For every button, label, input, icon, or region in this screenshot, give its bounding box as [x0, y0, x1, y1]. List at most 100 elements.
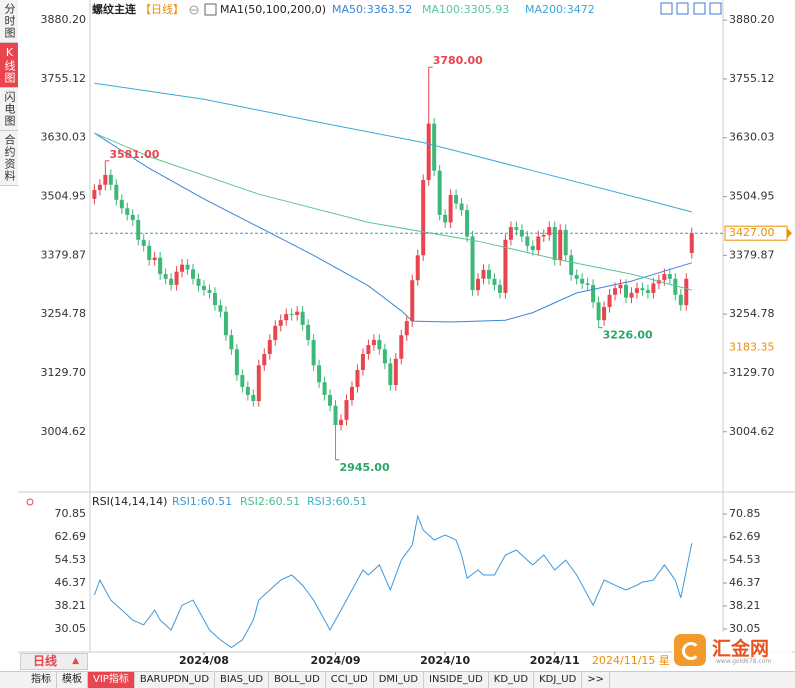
candle-body	[114, 184, 119, 200]
toolbar-tab[interactable]: CCI_UD	[326, 672, 374, 688]
toolbar-tab[interactable]: BOLL_UD	[269, 672, 326, 688]
ma-line	[94, 132, 692, 291]
sidebar: 分时图 K线图 闪电图 合约资料	[0, 0, 18, 215]
toolbar-tab[interactable]: 指标	[26, 672, 57, 688]
candle-body	[360, 354, 365, 370]
y-tick-label: 3630.03	[729, 131, 775, 144]
toolbar-tab[interactable]: INSIDE_UD	[424, 672, 489, 688]
settings-icon[interactable]	[26, 498, 34, 506]
candle-body	[470, 236, 475, 291]
toolbar-tab[interactable]: BARUPDN_UD	[135, 672, 216, 688]
toolbar-tab[interactable]: 模板	[57, 672, 88, 688]
candle-body	[443, 214, 448, 223]
candle-body	[678, 294, 683, 306]
candle-body	[158, 257, 163, 275]
y-tick-label: 54.53	[55, 553, 87, 566]
legend-entry: MA100:3305.93	[422, 3, 509, 16]
candle-body	[278, 320, 283, 326]
candle-body	[212, 292, 217, 306]
candle-body	[613, 288, 618, 295]
indicator-icon[interactable]	[204, 3, 217, 16]
candle-body	[684, 278, 689, 306]
candle-body	[465, 210, 470, 237]
candle-body	[377, 339, 382, 350]
candle-body	[393, 358, 398, 386]
window-icon[interactable]	[660, 2, 673, 15]
candle-body	[410, 280, 415, 322]
toolbar-tab[interactable]: VIP指标	[88, 672, 135, 688]
candle-body	[180, 264, 185, 272]
candle-body	[234, 349, 239, 376]
cursor-date: 2024/11/15 星	[592, 654, 670, 667]
candle-body	[640, 288, 645, 291]
legend-entry: RSI2:60.51	[240, 495, 300, 508]
legend-entry: RSI1:60.51	[172, 495, 232, 508]
candle-body	[552, 227, 557, 260]
candle-body	[103, 174, 108, 185]
dropdown-arrow: ▲	[72, 656, 79, 666]
candle-body	[421, 180, 426, 256]
candle-body	[382, 349, 387, 364]
x-tick-label: 2024/08	[179, 654, 229, 667]
candle-body	[623, 284, 628, 298]
candle-body	[662, 274, 667, 281]
candle-body	[245, 386, 250, 395]
candle-body	[201, 285, 206, 291]
candle-body	[317, 365, 322, 383]
last-price-marker	[787, 228, 792, 239]
candle-body	[262, 354, 267, 366]
window-icon[interactable]	[709, 2, 722, 15]
side-tab[interactable]: 合约资料	[0, 131, 18, 186]
candle-body	[399, 335, 404, 359]
candle-body	[333, 405, 338, 426]
side-tab[interactable]: 闪电图	[0, 88, 18, 131]
candle-body	[563, 229, 568, 256]
logo-name: 汇金网	[712, 638, 770, 660]
candle-body	[300, 311, 305, 325]
candle-body	[437, 170, 442, 215]
annotation: 2945.00	[340, 461, 390, 474]
candle-body	[185, 264, 190, 270]
toolbar-tab[interactable]: DMI_UD	[374, 672, 425, 688]
candle-body	[240, 375, 245, 387]
candle-body	[486, 269, 491, 279]
candle-body	[169, 278, 174, 285]
window-icon[interactable]	[693, 2, 706, 15]
last-price-label: 3427.00	[729, 226, 775, 239]
candle-body	[174, 271, 179, 285]
candle-body	[218, 305, 223, 312]
candle-body	[602, 307, 607, 321]
toolbar-tab[interactable]: BIAS_UD	[215, 672, 270, 688]
candle-body	[344, 400, 349, 420]
logo-url: www.gold678.com	[716, 658, 772, 665]
toolbar-tab[interactable]: >>	[582, 672, 611, 688]
candle-body	[667, 274, 672, 279]
candle-body	[136, 220, 141, 240]
candle-body	[284, 314, 289, 321]
y-tick-label: 3880.20	[729, 13, 775, 26]
candle-body	[328, 394, 333, 406]
candle-body	[355, 369, 360, 387]
y-tick-label: 3254.78	[729, 307, 775, 320]
period-label: 【日线】	[140, 2, 184, 16]
collapse-icon[interactable]	[189, 5, 199, 15]
toolbar-tab[interactable]: KDJ_UD	[534, 672, 583, 688]
marker-price-label: 3183.35	[729, 341, 775, 354]
candle-body	[607, 294, 612, 308]
candle-body	[530, 245, 535, 251]
window-icon[interactable]	[676, 2, 689, 15]
candle-body	[514, 227, 519, 230]
toolbar: 指标 模板 VIP指标 BARUPDN_UD BIAS_UD BOLL_UD CCI_UD D…	[0, 671, 795, 688]
side-tab[interactable]: K线图	[0, 43, 18, 88]
y-tick-label: 30.05	[729, 622, 761, 635]
legend-entry: RSI3:60.51	[307, 495, 367, 508]
annotation: 3581.00	[109, 148, 159, 161]
side-tab[interactable]: 分时图	[0, 0, 18, 43]
toolbar-tab[interactable]: KD_UD	[489, 672, 535, 688]
y-tick-label: 30.05	[55, 622, 87, 635]
candle-body	[525, 236, 530, 246]
candle-body	[125, 208, 130, 215]
candle-body	[574, 275, 579, 279]
period-button[interactable]: 日线 ▲	[20, 653, 88, 670]
